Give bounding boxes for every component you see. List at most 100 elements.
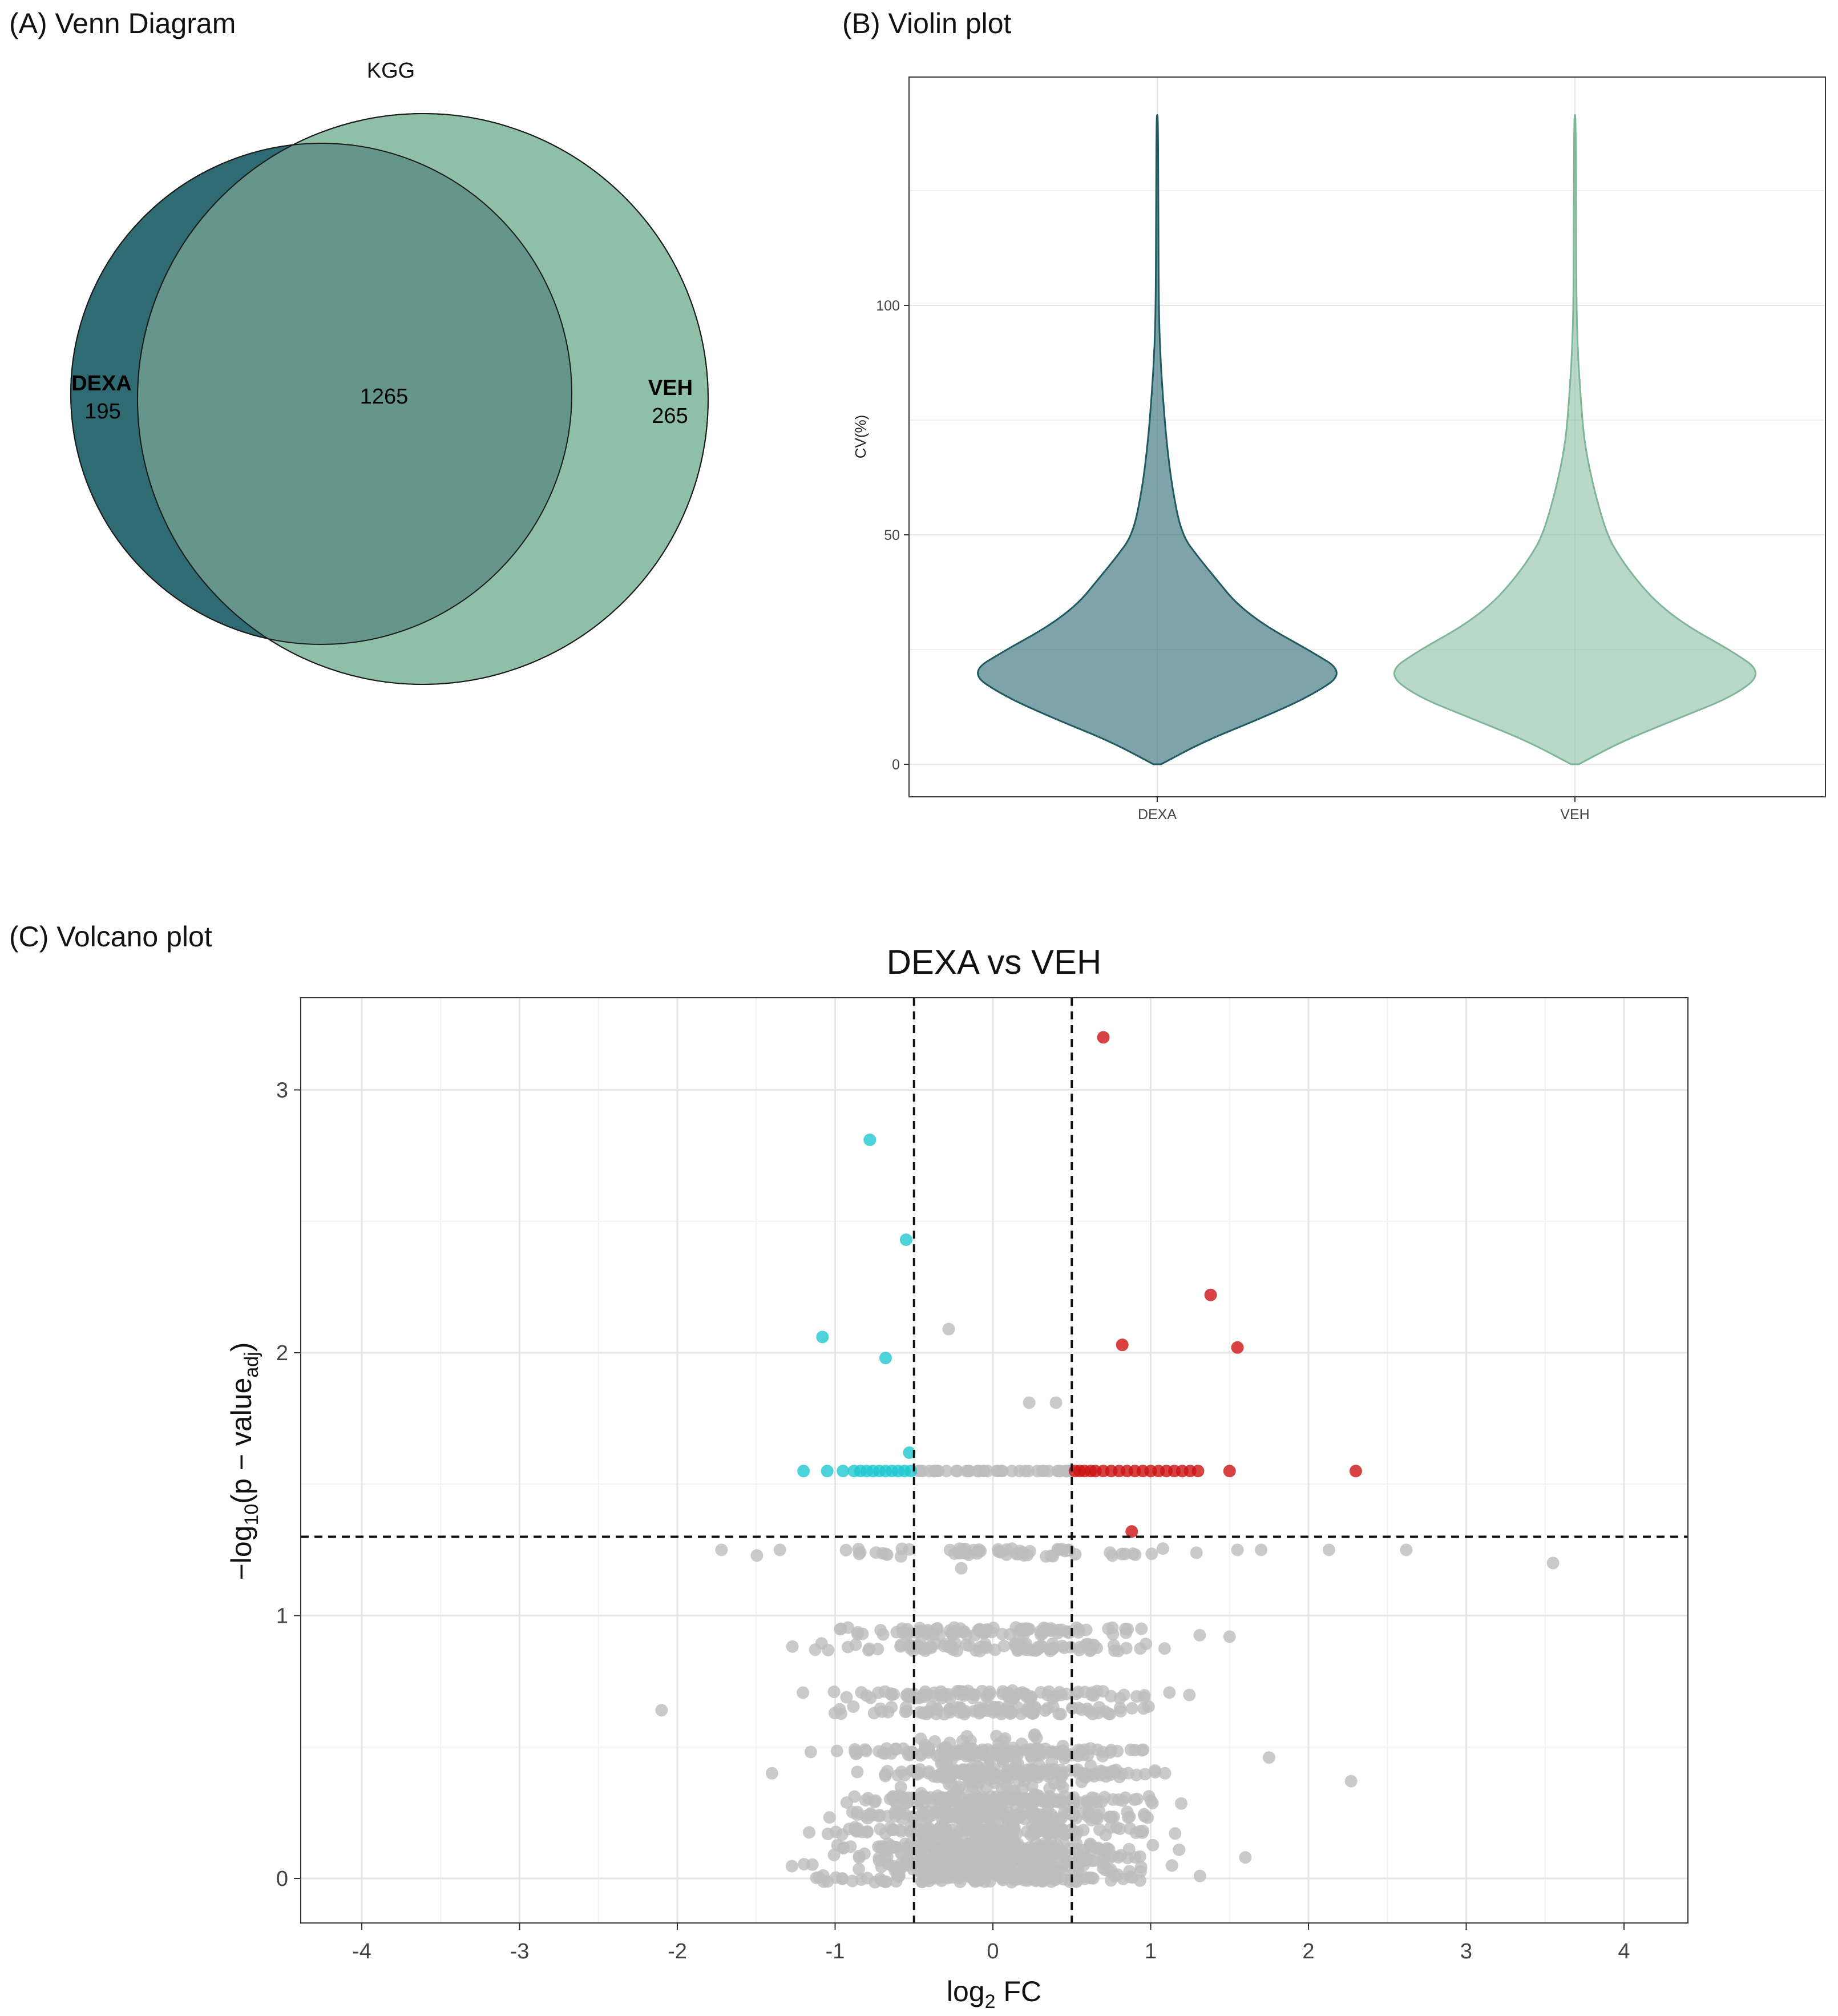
volcano-point-up <box>1183 1465 1197 1478</box>
volcano-point-ns <box>868 1876 882 1889</box>
volcano-point-ns <box>1051 1543 1064 1556</box>
volcano-point-ns <box>1087 1639 1100 1652</box>
volcano-point-ns <box>956 1850 969 1864</box>
volcano-point-ns <box>1077 1824 1090 1837</box>
volcano-point-ns <box>974 1545 987 1558</box>
volcano-point-ns <box>889 1743 902 1756</box>
volcano-point-ns <box>1081 1749 1094 1762</box>
volcano-point-ns <box>1008 1862 1021 1876</box>
volcano-point-ns <box>1025 1797 1039 1810</box>
volcano-point-ns <box>895 1791 908 1804</box>
volcano-point-down <box>879 1352 892 1365</box>
volcano-point-ns <box>827 1848 841 1861</box>
volcano-point-ns <box>1051 1745 1064 1759</box>
volcano-point-ns <box>897 1742 910 1755</box>
volcano-point-ns <box>1069 1812 1082 1825</box>
volcano-point-ns <box>1116 1794 1129 1807</box>
volcano-point-ns <box>957 1546 970 1559</box>
volcano-point-ns <box>983 1688 996 1701</box>
volcano-point-ns <box>928 1869 942 1882</box>
volcano-point-ns <box>1106 1849 1120 1862</box>
volcano-point-ns <box>993 1794 1006 1807</box>
volcano-point-ns <box>1137 1743 1150 1756</box>
volcano-point-ns <box>1029 1837 1042 1850</box>
volcano-point-ns <box>1190 1546 1203 1559</box>
volcano-point-ns <box>1005 1822 1018 1835</box>
volcano-point-ns <box>920 1707 933 1720</box>
volcano-point-ns <box>1020 1643 1033 1656</box>
volcano-point-ns <box>939 1866 952 1879</box>
volcano-point-ns <box>952 1783 965 1796</box>
volcano-point-ns <box>1045 1868 1058 1881</box>
volcano-point-ns <box>1104 1821 1117 1834</box>
volcano-point-ns <box>987 1706 1000 1719</box>
volcano-point-ns <box>1017 1850 1031 1864</box>
volcano-point-ns <box>1056 1860 1069 1873</box>
volcano-point-ns <box>1140 1638 1153 1651</box>
volcano-point-ns <box>1113 1701 1126 1715</box>
volcano-point-down <box>821 1465 834 1478</box>
volcano-point-ns <box>1086 1638 1100 1651</box>
volcano-point-ns <box>864 1807 877 1820</box>
volcano-point-ns <box>992 1545 1005 1558</box>
volcano-point-ns <box>1072 1701 1085 1715</box>
volcano-point-ns <box>953 1684 966 1698</box>
volcano-point-ns <box>945 1767 958 1780</box>
volcano-point-ns <box>861 1872 874 1885</box>
volcano-point-ns <box>925 1864 938 1877</box>
volcano-point-ns <box>936 1743 949 1756</box>
volcano-point-ns <box>953 1864 966 1877</box>
volcano-point-ns <box>988 1643 1001 1656</box>
volcano-point-ns <box>936 1757 950 1770</box>
volcano-point-ns <box>1071 1763 1084 1776</box>
volcano-point-ns <box>1011 1748 1024 1761</box>
volcano-point-ns <box>1065 1858 1078 1872</box>
volcano-point-ns <box>843 1823 856 1836</box>
volcano-point-ns <box>969 1827 982 1840</box>
volcano-point-ns <box>1021 1853 1035 1866</box>
volcano-point-ns <box>1020 1690 1033 1703</box>
volcano-point-ns <box>849 1638 862 1651</box>
volcano-point-ns <box>1051 1838 1064 1852</box>
volcano-point-ns <box>935 1819 948 1832</box>
volcano-ylabel-pre: −log <box>225 1525 257 1580</box>
volcano-point-ns <box>1017 1854 1030 1867</box>
volcano-point-ns <box>921 1805 934 1819</box>
volcano-point-ns <box>1138 1809 1151 1823</box>
volcano-point-ns <box>898 1808 911 1821</box>
volcano-point-ns <box>882 1857 895 1870</box>
volcano-point-ns <box>1055 1688 1068 1701</box>
volcano-xtick-label: 2 <box>1302 1940 1314 1963</box>
volcano-point-ns <box>1000 1548 1013 1561</box>
volcano-point-ns <box>827 1686 841 1699</box>
volcano-point-ns <box>971 1824 984 1837</box>
volcano-point-ns <box>1062 1543 1075 1557</box>
volcano-point-ns <box>1082 1808 1096 1821</box>
volcano-point-ns <box>918 1838 931 1851</box>
volcano-point-ns <box>1016 1792 1029 1805</box>
volcano-point-ns <box>1025 1853 1039 1866</box>
volcano-point-ns <box>810 1872 823 1885</box>
volcano-point-ns <box>914 1838 927 1852</box>
volcano-point-ns <box>1071 1874 1084 1887</box>
volcano-point-ns <box>1051 1627 1064 1640</box>
violin-ytick-label: 0 <box>892 757 900 773</box>
volcano-point-ns <box>950 1624 963 1638</box>
volcano-point-ns <box>1023 1545 1036 1558</box>
volcano-point-ns <box>960 1628 973 1642</box>
volcano-point-ns <box>1072 1767 1085 1780</box>
volcano-point-ns <box>914 1850 927 1864</box>
volcano-point-ns <box>951 1465 964 1478</box>
volcano-point-ns <box>927 1690 940 1703</box>
volcano-point-ns <box>1067 1808 1080 1821</box>
volcano-point-ns <box>1065 1824 1078 1837</box>
volcano-point-ns <box>890 1862 903 1875</box>
volcano-point-ns <box>1024 1690 1037 1703</box>
volcano-point-ns <box>1061 1807 1074 1820</box>
volcano-point-ns <box>943 1692 956 1705</box>
volcano-point-ns <box>1096 1745 1109 1759</box>
volcano-point-ns <box>990 1465 1003 1478</box>
volcano-point-ns <box>999 1844 1012 1857</box>
volcano-point-ns <box>1016 1686 1029 1699</box>
volcano-point-ns <box>971 1838 984 1851</box>
